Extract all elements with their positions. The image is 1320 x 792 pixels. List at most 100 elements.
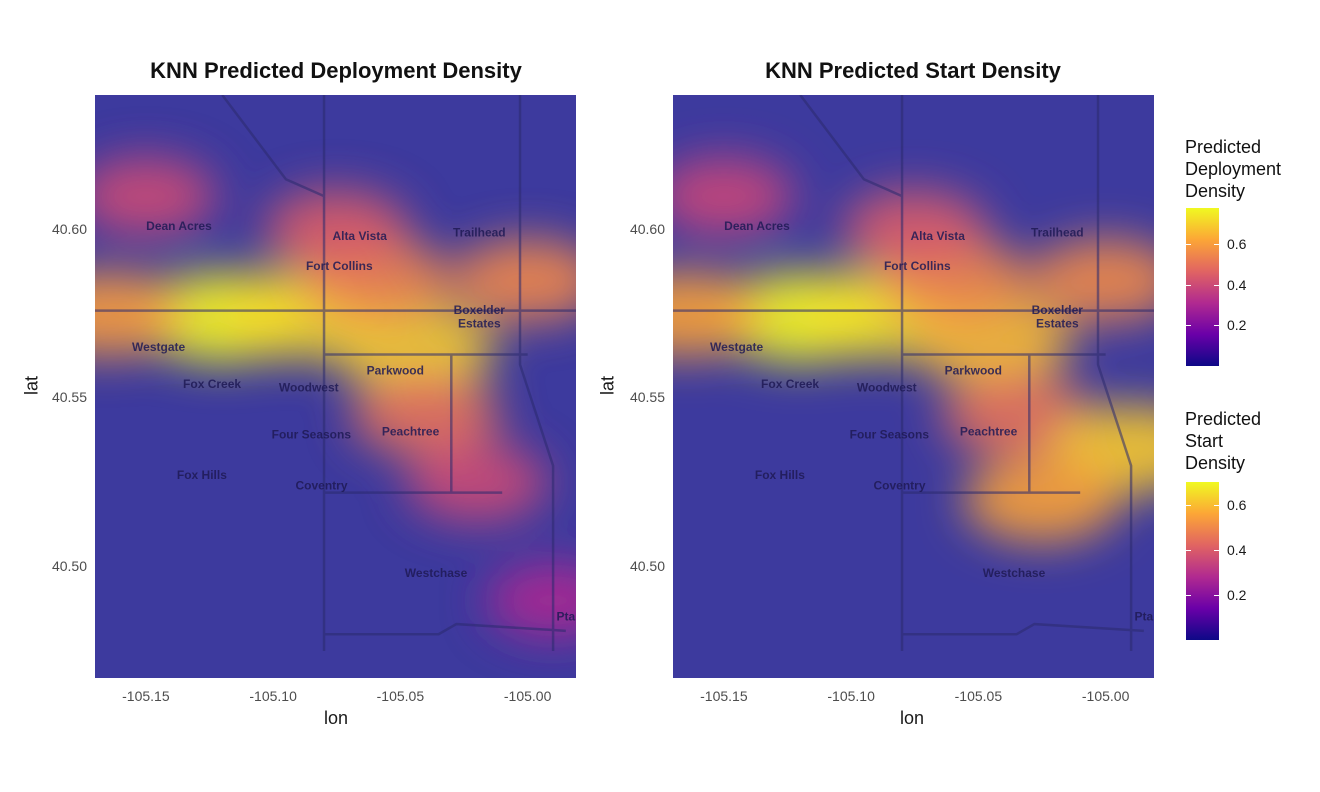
density-hotspot [842,189,987,270]
road [799,95,903,198]
place-label: Westgate [132,340,185,354]
density-hotspot [331,303,496,393]
place-label: Dean Acres [724,219,790,233]
place-label: Boxelder [454,303,506,317]
road-network [673,95,1154,652]
place-label: Trailhead [453,226,506,240]
density-hotspot [95,271,186,357]
place-label: Estates [1036,317,1079,331]
place-label: Peachtree [960,424,1018,438]
panel-title-deployment: KNN Predicted Deployment Density [150,58,522,83]
x-tick-label: -105.05 [376,688,425,704]
x-tick-label: -105.05 [954,688,1003,704]
x-axis-title-start: lon [899,708,925,728]
road [324,622,566,636]
density-hotspot [673,157,794,236]
density-hotspot [351,374,501,457]
colorbar-tick [1214,284,1219,286]
deployment-density-map: Dean Acres Alta Vista Trailhead Fort Collin… [95,95,576,678]
legend-deployment: Predicted Deployment Density [1185,136,1281,202]
road [1096,95,1133,652]
y-tick-label: 40.55 [629,389,665,406]
colorbar-tick [1214,244,1219,246]
legend-title-deployment-line1: Predicted [1185,137,1262,157]
density-heatmap-svg: Dean Acres Alta Vista Trailhead Fort Collin… [673,95,1154,678]
colorbar-tick [1186,549,1191,551]
density-hotspot [451,238,576,323]
panel-title-start: KNN Predicted Start Density [765,58,1061,83]
colorbar-tick [1214,325,1219,327]
x-tick-label: -105.00 [1081,688,1130,704]
place-label: Coventry [873,478,925,492]
legend-title-start-line2: Start [1185,431,1224,451]
y-tick-label: 40.50 [51,557,87,574]
place-label: Alta Vista [332,229,387,243]
place-label: Four Seasons [850,428,930,442]
x-tick-label: -105.15 [122,688,170,704]
colorbar-tick-label: 0.2 [1227,317,1247,334]
legend-title-deployment-line3: Density [1185,181,1246,201]
place-label: Fort Collins [306,259,373,273]
y-tick-label: 40.50 [629,557,665,574]
colorbar-gradient [1186,208,1219,366]
legend-start: Predicted Start Density [1185,408,1261,474]
colorbar-tick [1214,549,1219,551]
place-label: Fort Collins [884,259,951,273]
x-tick-label: -105.10 [827,688,875,704]
density-hotspot [406,443,548,522]
density-hotspot [95,156,217,236]
colorbar-tick-label: 0.6 [1227,496,1247,513]
colorbar-tick [1186,504,1191,506]
colorbar-tick [1214,594,1219,596]
place-label: Four Seasons [272,428,352,442]
road [518,95,555,652]
place-label: Fox Hills [755,468,805,482]
density-heatmap-svg: Dean Acres Alta Vista Trailhead Fort Collin… [95,95,576,678]
x-axis-title-deployment: lon [323,708,349,728]
colorbar-tick [1186,594,1191,596]
y-tick-label: 40.55 [51,389,87,406]
colorbar-tick [1186,244,1191,246]
place-label: Westchase [405,566,468,580]
colorbar-tick [1186,284,1191,286]
place-label: Woodwest [279,381,339,395]
colorbar-tick [1214,504,1219,506]
x-tick-label: -105.10 [249,688,297,704]
density-hotspot [673,271,765,358]
density-hotspot [264,189,410,270]
colorbar-tick-label: 0.4 [1227,541,1247,558]
road [221,95,325,198]
density-layer [95,156,576,638]
start-density-map: Dean Acres Alta Vista Trailhead Fort Collin… [673,95,1154,678]
place-label: Westgate [710,340,763,354]
legend-title-deployment-line2: Deployment [1185,159,1282,179]
density-layer [673,157,1154,543]
place-label: Westchase [983,566,1046,580]
colorbar-tick-label: 0.6 [1227,236,1247,253]
legend-title-start-line1: Predicted [1185,409,1262,429]
y-tick-label: 40.60 [629,220,665,237]
place-label: Woodwest [857,381,917,395]
density-hotspot [1029,238,1154,323]
place-label: Dean Acres [146,219,212,233]
place-label: Estates [458,317,501,331]
place-label: Pta [556,610,575,624]
colorbar-tick-label: 0.2 [1227,586,1247,603]
place-label: Trailhead [1031,226,1084,240]
place-label: Peachtree [382,424,440,438]
y-tick-label: 40.60 [51,220,87,237]
place-label: Parkwood [367,364,424,378]
place-label: Parkwood [945,364,1002,378]
colorbar-tick [1186,325,1191,327]
colorbar-tick-label: 0.4 [1227,276,1247,293]
place-label: Fox Creek [761,377,819,391]
place-label: Pta [1134,610,1153,624]
place-label: Boxelder [1032,303,1084,317]
place-label: Fox Hills [177,468,227,482]
legend-title-start-line3: Density [1185,453,1246,473]
place-label: Fox Creek [183,377,241,391]
place-label: Alta Vista [910,229,965,243]
colorbar-gradient [1186,482,1219,640]
x-tick-label: -105.00 [503,688,552,704]
place-label: Coventry [295,478,347,492]
